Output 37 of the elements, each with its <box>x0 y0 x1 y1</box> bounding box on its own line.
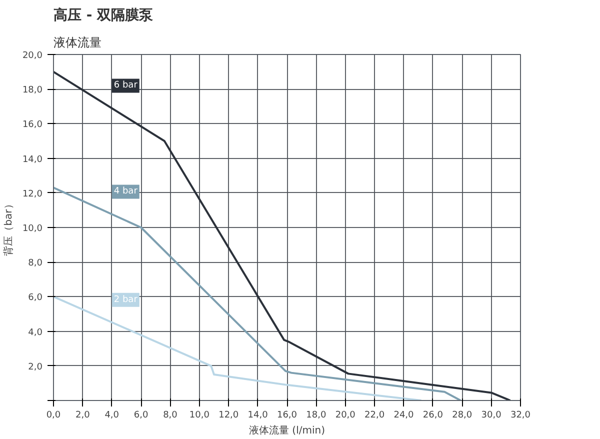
x-tick-label: 10,0 <box>189 410 210 420</box>
y-tick-label: 2,0 <box>28 362 43 372</box>
y-tick-label: 18,0 <box>22 86 43 96</box>
y-axis-title: 背压（bar） <box>2 199 14 256</box>
x-tick-label: 32,0 <box>510 410 531 420</box>
x-tick-label: 6,0 <box>134 410 148 420</box>
y-tick-label: 10,0 <box>22 224 43 234</box>
x-tick-label: 18,0 <box>306 410 326 420</box>
x-tick-label: 14,0 <box>248 410 268 420</box>
y-tick-label: 8,0 <box>28 258 43 269</box>
y-tick-label: 20,0 <box>22 51 43 61</box>
line-series <box>54 70 512 400</box>
series-label: 6 bar <box>114 80 138 91</box>
x-tick-label: 12,0 <box>218 410 239 420</box>
x-tick-label: 16,0 <box>276 410 298 420</box>
y-tick-label: 16,0 <box>22 120 43 130</box>
x-tick-label: 0,0 <box>46 410 61 420</box>
x-tick-label: 8,0 <box>163 410 178 420</box>
x-tick-label: 22,0 <box>364 410 385 420</box>
line-series <box>54 186 462 400</box>
series-label: 2 bar <box>114 294 138 305</box>
x-tick-label: 26,0 <box>422 410 444 420</box>
x-tick-label: 24,0 <box>394 410 414 420</box>
y-tick-label: 4,0 <box>28 328 43 338</box>
chart-subtitle: 液体流量 <box>54 36 102 50</box>
y-tick-label: 6,0 <box>28 293 43 304</box>
x-tick-label: 4,0 <box>104 410 120 420</box>
line-series <box>54 296 422 400</box>
y-tick-label: 14,0 <box>22 154 43 165</box>
x-axis-title: 液体流量 (l/min) <box>249 424 326 436</box>
x-tick-label: 30,0 <box>481 410 502 420</box>
series-label: 4 bar <box>114 186 138 197</box>
y-tick-label: 12,0 <box>22 189 43 200</box>
x-tick-label: 20,0 <box>335 410 356 420</box>
x-tick-label: 2,0 <box>76 410 90 420</box>
chart-title: 高压 - 双隔膜泵 <box>54 6 154 24</box>
x-tick-label: 28,0 <box>452 410 472 420</box>
